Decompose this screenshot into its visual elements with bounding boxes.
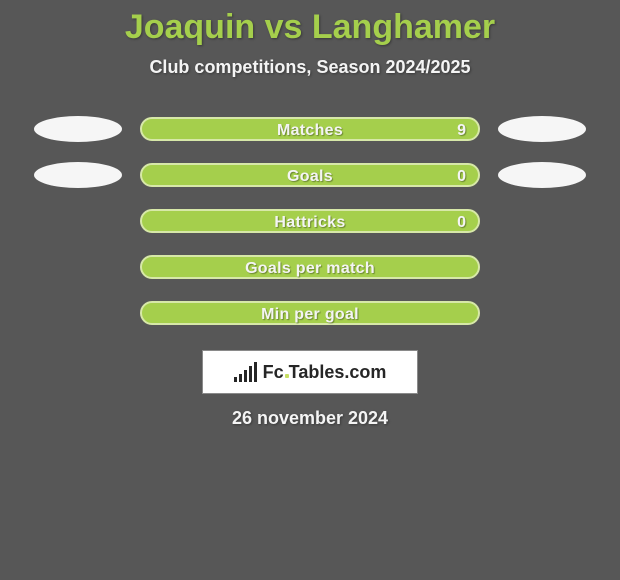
right-oval-icon: [498, 116, 586, 142]
chart-bar-icon: [234, 377, 237, 382]
stat-bar: Hattricks0: [140, 209, 480, 233]
stat-value: 0: [457, 165, 466, 189]
attribution-wrap: FcTables.com: [0, 350, 620, 394]
fctables-badge: FcTables.com: [202, 350, 418, 394]
stats-table: Matches9Goals0Hattricks0Goals per matchM…: [0, 106, 620, 336]
right-spacer: [498, 300, 586, 326]
bar-chart-icon: [234, 362, 257, 382]
badge-text: FcTables.com: [263, 362, 387, 383]
chart-bar-icon: [244, 370, 247, 382]
chart-bar-icon: [239, 374, 242, 382]
left-spacer: [34, 300, 122, 326]
stat-row: Goals0: [0, 152, 620, 198]
stat-row: Min per goal: [0, 290, 620, 336]
stat-bar: Matches9: [140, 117, 480, 141]
chart-bar-icon: [249, 366, 252, 382]
stat-row: Hattricks0: [0, 198, 620, 244]
stat-label: Matches: [142, 119, 478, 143]
stat-label: Hattricks: [142, 211, 478, 235]
comparison-card: Joaquin vs Langhamer Club competitions, …: [0, 0, 620, 580]
badge-prefix: Fc: [263, 362, 284, 383]
date-label: 26 november 2024: [0, 408, 620, 429]
stat-bar: Goals0: [140, 163, 480, 187]
right-oval-icon: [498, 162, 586, 188]
right-spacer: [498, 208, 586, 234]
left-spacer: [34, 208, 122, 234]
badge-suffix: Tables.com: [289, 362, 387, 383]
stat-label: Goals: [142, 165, 478, 189]
stat-bar: Goals per match: [140, 255, 480, 279]
stat-value: 9: [457, 119, 466, 143]
chart-bar-icon: [254, 362, 257, 382]
subtitle: Club competitions, Season 2024/2025: [0, 57, 620, 78]
stat-row: Matches9: [0, 106, 620, 152]
stat-label: Goals per match: [142, 257, 478, 281]
stat-bar: Min per goal: [140, 301, 480, 325]
stat-value: 0: [457, 211, 466, 235]
left-spacer: [34, 254, 122, 280]
left-oval-icon: [34, 162, 122, 188]
stat-label: Min per goal: [142, 303, 478, 327]
page-title: Joaquin vs Langhamer: [0, 0, 620, 47]
left-oval-icon: [34, 116, 122, 142]
stat-row: Goals per match: [0, 244, 620, 290]
right-spacer: [498, 254, 586, 280]
